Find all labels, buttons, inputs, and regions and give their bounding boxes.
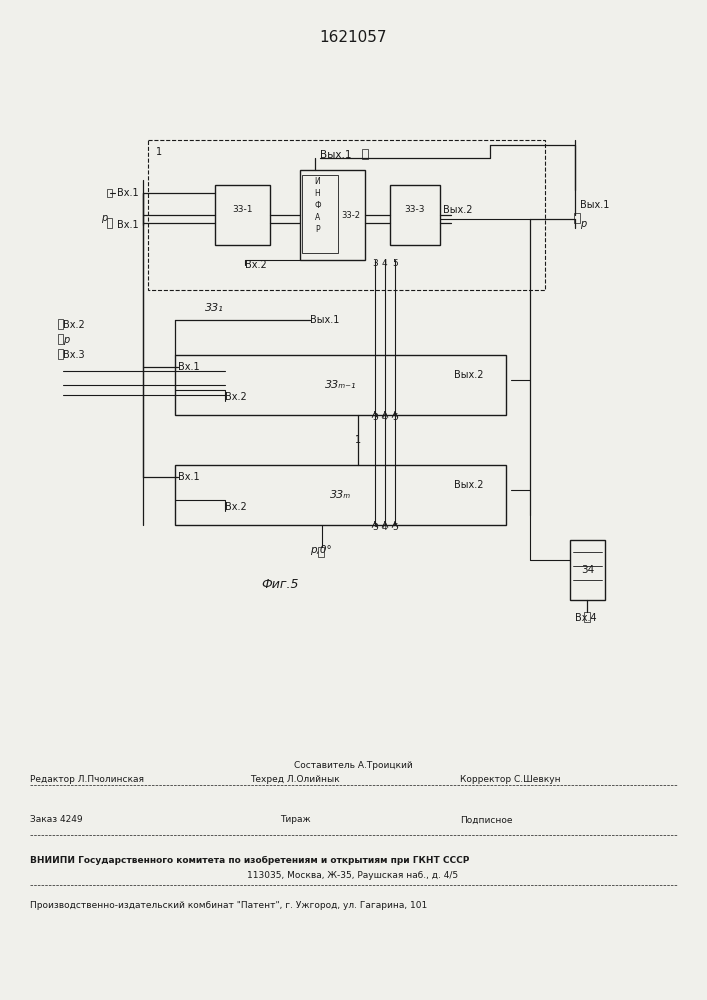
Text: 33-1: 33-1 (233, 206, 252, 215)
Bar (175, 355, 506, 415)
Text: 1: 1 (156, 147, 162, 157)
Text: 33ₘ₋₁: 33ₘ₋₁ (325, 380, 356, 390)
Text: Н: Н (315, 188, 320, 198)
Text: 33-3: 33-3 (404, 206, 425, 215)
Text: Вых.1: Вых.1 (580, 200, 609, 210)
Text: 4: 4 (382, 524, 387, 532)
Text: ВНИИПИ Государственного комитета по изобретениям и открытиям при ГКНТ СССР: ВНИИПИ Государственного комитета по изоб… (30, 855, 469, 865)
Text: Техред Л.Олийнык: Техред Л.Олийнык (250, 776, 339, 784)
Text: Фиг.5: Фиг.5 (262, 578, 299, 591)
Bar (175, 465, 506, 525)
Bar (107, 189, 112, 197)
Text: 34: 34 (581, 565, 594, 575)
Text: 3: 3 (372, 414, 378, 422)
Text: 3: 3 (372, 524, 378, 532)
Bar (302, 175, 338, 253)
Bar (58, 334, 63, 344)
Bar (390, 185, 440, 245)
Text: Вх.2: Вх.2 (245, 260, 267, 270)
Text: А: А (315, 213, 320, 222)
Text: 4: 4 (382, 414, 387, 422)
Text: Редактор Л.Пчолинская: Редактор Л.Пчолинская (30, 776, 144, 784)
Text: 113035, Москва, Ж-35, Раушская наб., д. 4/5: 113035, Москва, Ж-35, Раушская наб., д. … (247, 870, 459, 880)
Text: 3: 3 (372, 258, 378, 267)
Text: Вых.1: Вых.1 (310, 315, 339, 325)
Text: Тираж: Тираж (280, 816, 310, 824)
Text: 5: 5 (392, 258, 398, 267)
Bar (58, 349, 63, 359)
Bar (58, 319, 63, 329)
Text: Составитель А.Троицкий: Составитель А.Троицкий (293, 760, 412, 770)
Bar (362, 149, 368, 159)
Text: р: р (580, 219, 586, 229)
Text: 33₁: 33₁ (205, 303, 223, 313)
Text: Вх.2: Вх.2 (225, 502, 247, 512)
Text: Р: Р (315, 225, 320, 233)
Bar (585, 612, 590, 622)
Text: 1621057: 1621057 (320, 30, 387, 45)
Text: Вх.1: Вх.1 (117, 188, 139, 198)
Text: Вых.2: Вых.2 (443, 205, 472, 215)
Text: Вх.2: Вх.2 (63, 320, 85, 330)
Text: Вых.2: Вых.2 (454, 370, 484, 380)
Bar (148, 140, 545, 290)
Text: 4: 4 (382, 258, 387, 267)
Text: Вх.2: Вх.2 (225, 392, 247, 402)
Text: Заказ 4249: Заказ 4249 (30, 816, 83, 824)
Text: 1: 1 (355, 435, 361, 445)
Bar (574, 213, 580, 223)
Bar (570, 540, 605, 600)
Text: р: р (63, 335, 69, 345)
Bar (300, 170, 365, 260)
Text: Вх.3: Вх.3 (63, 350, 85, 360)
Text: И: И (315, 176, 320, 186)
Text: Корректор С.Шевкун: Корректор С.Шевкун (460, 776, 561, 784)
Text: 5: 5 (392, 524, 398, 532)
Bar (318, 547, 324, 557)
Bar (215, 185, 270, 245)
Text: Вх.1: Вх.1 (117, 220, 139, 230)
Text: Вх.1: Вх.1 (178, 472, 199, 482)
Text: Вх.4: Вх.4 (575, 613, 597, 623)
Text: 33-2: 33-2 (341, 211, 360, 220)
Text: 5: 5 (392, 414, 398, 422)
Text: Ф: Ф (314, 200, 321, 210)
Text: р: р (101, 213, 107, 223)
Text: Вых.1: Вых.1 (320, 150, 351, 160)
Text: Вх.1: Вх.1 (178, 362, 199, 372)
Text: 33ₘ: 33ₘ (330, 490, 351, 500)
Bar (107, 218, 112, 228)
Text: Вых.2: Вых.2 (454, 480, 484, 490)
Text: Подписное: Подписное (460, 816, 513, 824)
Text: р,0°: р,0° (310, 545, 332, 555)
Text: Производственно-издательский комбинат "Патент", г. Ужгород, ул. Гагарина, 101: Производственно-издательский комбинат "П… (30, 900, 427, 910)
